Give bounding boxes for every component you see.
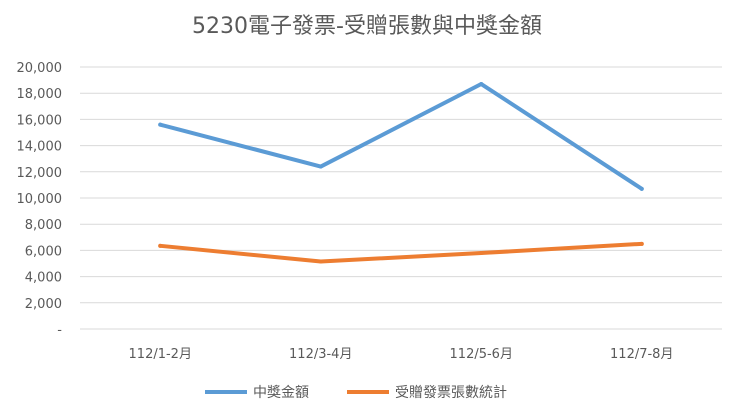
x-tick-label: 112/3-4月 bbox=[289, 347, 352, 362]
y-tick-label: 6,000 bbox=[25, 244, 62, 259]
y-tick-label: 14,000 bbox=[17, 140, 63, 155]
chart-title: 5230電子發票-受贈張數與中獎金額 bbox=[192, 14, 542, 39]
series-lines bbox=[158, 82, 644, 264]
data-point bbox=[639, 186, 644, 191]
grid-lines bbox=[80, 66, 722, 330]
legend-label: 中獎金額 bbox=[253, 385, 309, 401]
y-tick-label: - bbox=[57, 323, 62, 338]
data-point bbox=[158, 243, 163, 248]
series-line bbox=[158, 82, 644, 191]
y-tick-label: 16,000 bbox=[17, 113, 63, 128]
data-point bbox=[479, 82, 484, 87]
y-tick-label: 12,000 bbox=[17, 166, 63, 181]
legend: 中獎金額 受贈發票張數統計 bbox=[205, 385, 507, 401]
data-point bbox=[639, 241, 644, 246]
y-axis-ticks: - 2,000 4,000 6,000 8,000 10,000 12,000 14,000 1… bbox=[17, 61, 63, 338]
x-tick-label: 112/5-6月 bbox=[450, 347, 513, 362]
data-point bbox=[318, 164, 323, 169]
y-tick-label: 4,000 bbox=[25, 271, 62, 286]
y-tick-label: 18,000 bbox=[17, 87, 63, 102]
data-point bbox=[318, 259, 323, 264]
y-tick-label: 10,000 bbox=[17, 192, 63, 207]
y-tick-label: 2,000 bbox=[25, 297, 62, 312]
data-point bbox=[479, 251, 484, 256]
x-axis-ticks: 112/1-2月 112/3-4月 112/5-6月 112/7-8月 bbox=[129, 347, 674, 362]
series-line bbox=[158, 241, 644, 264]
y-tick-label: 8,000 bbox=[25, 218, 62, 233]
legend-label: 受贈發票張數統計 bbox=[395, 385, 507, 401]
data-point bbox=[158, 122, 163, 127]
x-tick-label: 112/1-2月 bbox=[129, 347, 192, 362]
y-tick-label: 20,000 bbox=[17, 61, 63, 76]
x-tick-label: 112/7-8月 bbox=[610, 347, 673, 362]
